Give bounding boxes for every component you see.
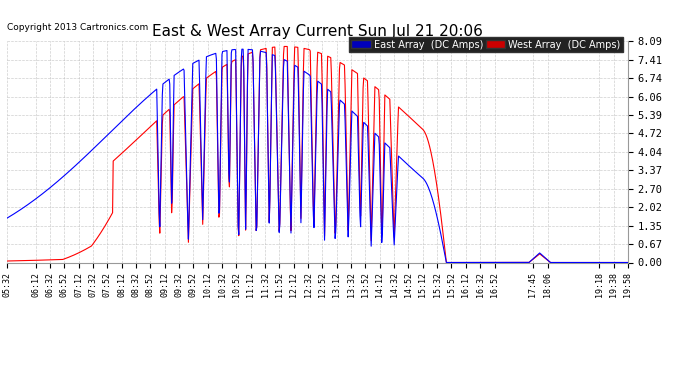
Legend: East Array  (DC Amps), West Array  (DC Amps): East Array (DC Amps), West Array (DC Amp… — [349, 37, 623, 52]
Title: East & West Array Current Sun Jul 21 20:06: East & West Array Current Sun Jul 21 20:… — [152, 24, 483, 39]
Text: Copyright 2013 Cartronics.com: Copyright 2013 Cartronics.com — [7, 23, 148, 32]
